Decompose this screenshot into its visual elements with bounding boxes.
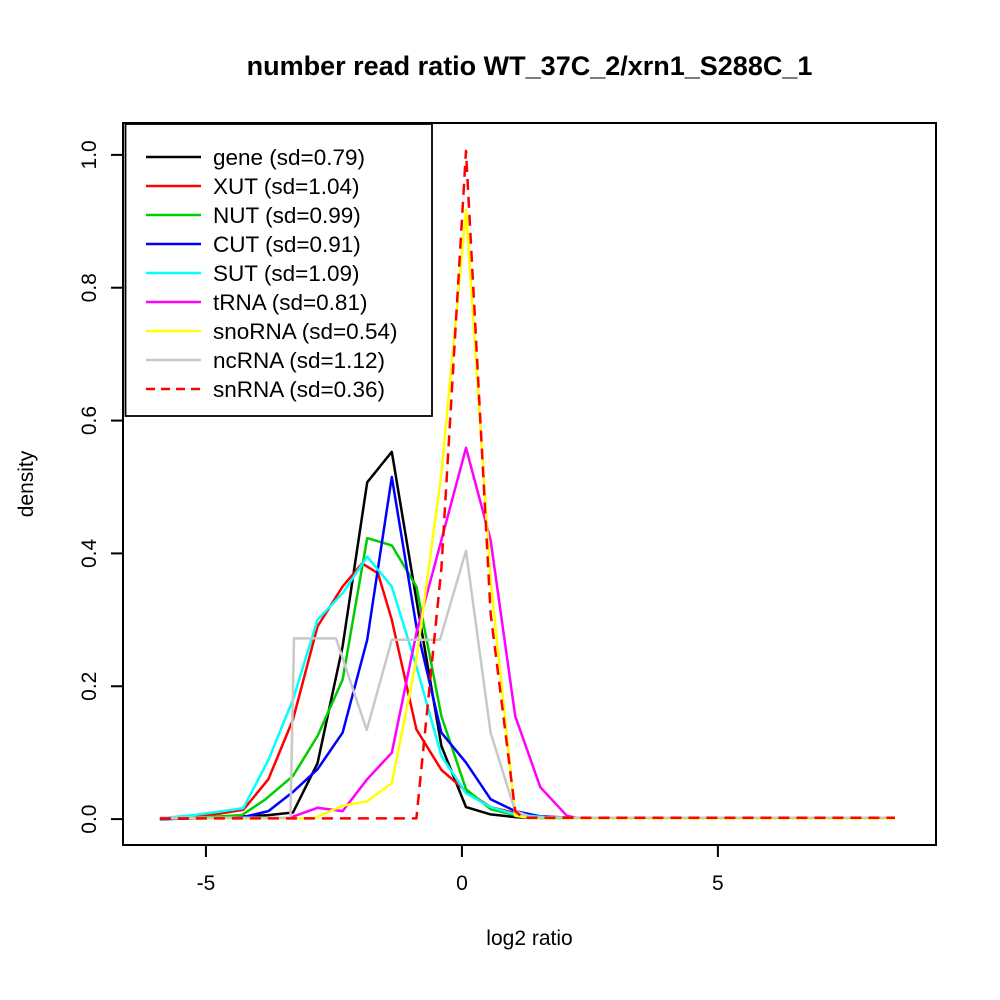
legend-label-NUT: NUT (sd=0.99) [213, 203, 361, 228]
y-tick-label: 0.4 [78, 538, 101, 568]
x-axis-label: log2 ratio [486, 927, 573, 950]
chart-title: number read ratio WT_37C_2/xrn1_S288C_1 [246, 51, 813, 81]
y-tick-label: 0.8 [78, 273, 101, 302]
y-tick-label: 1.0 [78, 140, 101, 169]
x-tick-label: -5 [197, 872, 216, 895]
series-line-tRNA [287, 446, 580, 820]
y-tick-label: 0.6 [78, 406, 101, 435]
legend-label-snoRNA: snoRNA (sd=0.54) [213, 319, 397, 344]
x-tick-label: 5 [712, 872, 724, 895]
series-line-CUT [159, 475, 578, 821]
legend-label-SUT: SUT (sd=1.09) [213, 261, 360, 286]
legend-label-gene: gene (sd=0.79) [213, 145, 365, 170]
legend-label-CUT: CUT (sd=0.91) [213, 232, 361, 257]
series-line-SUT [159, 555, 626, 820]
x-tick-label: 0 [456, 872, 468, 895]
legend-label-ncRNA: ncRNA (sd=1.12) [213, 348, 385, 373]
legend-label-snRNA: snRNA (sd=0.36) [213, 377, 385, 402]
y-axis-label: density [15, 450, 38, 518]
plot-border [122, 122, 937, 846]
series-line-snRNA [159, 149, 895, 820]
series-line-XUT [159, 562, 590, 820]
legend-box [124, 123, 433, 417]
legend-label-tRNA: tRNA (sd=0.81) [213, 290, 367, 315]
legend-label-XUT: XUT (sd=1.04) [213, 174, 360, 199]
series-line-gene [159, 450, 565, 821]
series-line-NUT [159, 536, 604, 821]
series-line-snoRNA [159, 208, 895, 820]
y-tick-label: 0.2 [78, 672, 101, 701]
y-tick-label: 0.0 [78, 804, 101, 833]
